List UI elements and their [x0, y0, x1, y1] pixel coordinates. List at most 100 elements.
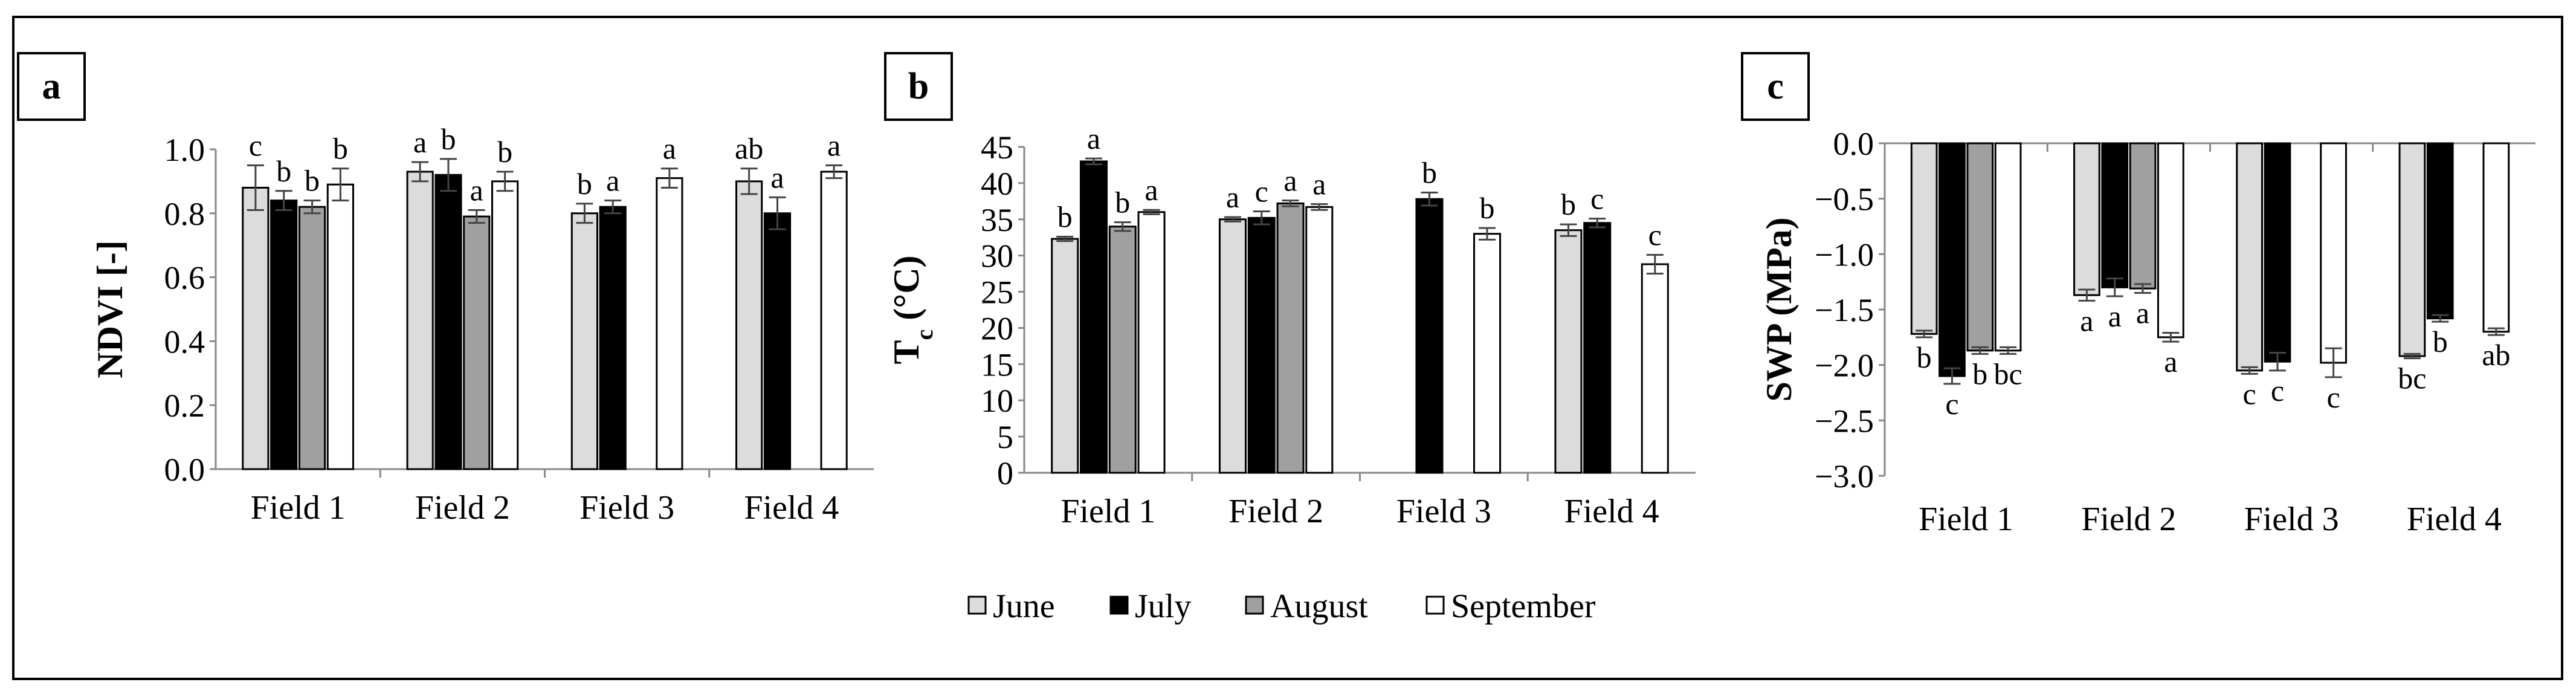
bar [2320, 142, 2347, 364]
x-tick-label: Field 4 [744, 489, 839, 527]
bar [2398, 142, 2426, 357]
data-label: c [1648, 218, 1662, 252]
data-label: c [1590, 182, 1604, 216]
data-label: b [441, 122, 456, 156]
bar [2129, 142, 2157, 290]
data-label: c [1945, 387, 1958, 421]
data-label: b [1972, 357, 1987, 391]
bar [763, 212, 792, 470]
data-label: a [1283, 164, 1297, 198]
y-tick-label: 30 [981, 238, 1013, 274]
data-label: b [577, 167, 592, 201]
data-label: a [827, 128, 841, 162]
bar [491, 180, 519, 470]
bar [2073, 142, 2100, 296]
data-label: b [276, 154, 291, 188]
bar [2482, 142, 2510, 333]
bar [2264, 142, 2291, 363]
y-tick-label: −0.5 [1815, 181, 1874, 218]
data-label: b [1480, 191, 1495, 225]
bar [1276, 202, 1305, 474]
data-label: a [2136, 296, 2149, 330]
data-label: a [2108, 299, 2122, 333]
data-label: ab [2482, 338, 2510, 372]
y-tick-label: 45 [981, 129, 1013, 166]
bar [1641, 263, 1669, 474]
y-tick-label: 5 [997, 419, 1013, 455]
data-label: b [305, 164, 320, 198]
data-label: b [333, 132, 348, 166]
y-tick-label: 20 [981, 310, 1013, 346]
y-tick-label: −1.5 [1815, 292, 1874, 328]
bar [1938, 142, 1966, 377]
bar [1305, 206, 1334, 474]
y-tick-label: −3.0 [1815, 458, 1874, 495]
legend-label: August [1270, 588, 1368, 625]
bar [1583, 222, 1612, 474]
bar [1218, 218, 1247, 474]
bar [270, 200, 298, 470]
legend-label: September [1451, 588, 1596, 625]
data-label: a [2080, 303, 2093, 337]
bar [1994, 142, 2022, 352]
x-tick-label: Field 4 [1564, 493, 1659, 530]
bar [1415, 198, 1444, 474]
bar [1079, 160, 1108, 474]
data-label: ab [735, 132, 763, 166]
data-label: b [1115, 186, 1130, 219]
data-label: bc [1993, 357, 2022, 391]
bar [1910, 142, 1938, 335]
x-tick-label: Field 2 [415, 489, 510, 527]
x-tick-label: Field 1 [251, 489, 346, 527]
legend-swatch [1109, 596, 1129, 615]
data-label: b [1561, 187, 1576, 221]
y-tick-label: −1.0 [1815, 236, 1874, 273]
data-label: a [1087, 122, 1100, 155]
figure-border [12, 16, 2563, 680]
legend-label: July [1135, 588, 1191, 625]
legend-label: June [993, 588, 1055, 625]
chart-panel-c: c 0.0 −0.5 −1.0 −1.5 −2.0 −2.5 −3.0 SWP (MPa) Fie… [1741, 52, 2536, 538]
x-tick-label: Field 3 [579, 489, 674, 527]
bar [1247, 216, 1276, 474]
bar [2426, 142, 2454, 320]
legend-swatch [967, 596, 987, 615]
data-label: a [2164, 345, 2177, 378]
y-tick-label: 0.0 [164, 452, 205, 488]
data-label: a [606, 164, 619, 198]
bar [1966, 142, 1994, 352]
bar [735, 180, 763, 470]
y-tick-label: −2.5 [1815, 403, 1874, 439]
panel-label: b [908, 66, 929, 107]
bar [820, 170, 848, 470]
bar [570, 212, 598, 470]
y-axis-title: SWP (MPa) [1759, 218, 1799, 402]
y-tick-label: 0.4 [164, 323, 205, 360]
data-label: a [1226, 180, 1239, 214]
y-tick-label: 0 [997, 455, 1013, 492]
data-label: b [1917, 340, 1932, 374]
x-tick-label: Field 2 [1228, 493, 1323, 530]
data-label: c [2326, 380, 2340, 414]
bar [326, 183, 354, 470]
bar [1554, 229, 1583, 474]
bar [242, 186, 270, 470]
bar [1108, 226, 1137, 474]
data-label: a [413, 125, 427, 159]
y-tick-label: 25 [981, 274, 1013, 311]
bar [2236, 142, 2264, 372]
bar [406, 170, 434, 470]
bar [434, 174, 462, 470]
data-label: a [470, 174, 483, 207]
data-label: a [663, 132, 676, 166]
bar [1137, 211, 1166, 474]
x-tick-label: Field 2 [2081, 501, 2176, 538]
data-label: c [1255, 175, 1268, 209]
y-axis-title: NDVI [-] [90, 240, 130, 378]
y-tick-label: 15 [981, 346, 1013, 383]
y-tick-label: 0.2 [164, 388, 205, 424]
data-label: bc [2398, 362, 2426, 395]
